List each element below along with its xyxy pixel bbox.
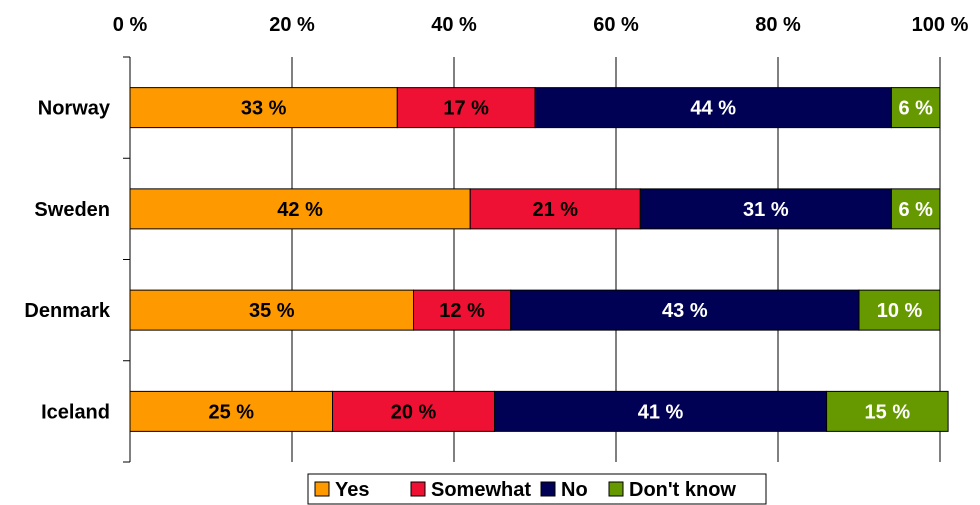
category-label-iceland: Iceland (41, 401, 110, 423)
category-label-norway: Norway (38, 98, 111, 120)
data-label: 25 % (208, 401, 254, 423)
bar-norway-don-t-know (890, 87, 941, 129)
bar-norway-no (534, 87, 892, 129)
legend-box (307, 473, 767, 505)
data-label: 43 % (662, 300, 708, 322)
legend-label: Somewhat (431, 479, 531, 501)
bar-sweden-somewhat (469, 188, 641, 230)
labels: Norway 33 % 17 % 44 % 6 % Sweden 42 % 21 % 31 % 6… (24, 98, 933, 424)
bar-iceland-don-t-know (826, 390, 949, 432)
x-tick-label: 80 % (755, 14, 801, 36)
category-label-sweden: Sweden (34, 199, 110, 221)
x-tick-label: 60 % (593, 14, 639, 36)
data-label: 17 % (443, 98, 489, 120)
data-label: 33 % (241, 98, 287, 120)
bar-denmark-don-t-know (858, 289, 941, 331)
axes: 0 % 20 % 40 % 60 % 80 % 100 % (113, 14, 969, 463)
data-label: 20 % (391, 401, 437, 423)
bar-denmark-yes (129, 289, 414, 331)
category-label-denmark: Denmark (24, 300, 110, 322)
legend-label: Yes (335, 479, 369, 501)
data-label: 6 % (898, 98, 933, 120)
legend-swatch-no (540, 481, 556, 497)
bar-sweden-don-t-know (890, 188, 941, 230)
legend: Yes Somewhat No Don't know (307, 473, 767, 505)
data-label: 15 % (865, 401, 911, 423)
data-label: 35 % (249, 300, 295, 322)
data-label: 12 % (439, 300, 485, 322)
x-tick-label: 100 % (912, 14, 969, 36)
x-tick-label: 20 % (269, 14, 315, 36)
bar-denmark-no (510, 289, 860, 331)
x-tick-label: 0 % (113, 14, 148, 36)
data-label: 6 % (898, 199, 933, 221)
data-label: 41 % (638, 401, 684, 423)
bars (129, 87, 949, 432)
data-label: 31 % (743, 199, 789, 221)
data-label: 44 % (690, 98, 736, 120)
data-label: 21 % (532, 199, 578, 221)
bar-iceland-no (494, 390, 828, 432)
legend-label: Don't know (629, 479, 736, 501)
legend-swatch-somewhat (410, 481, 426, 497)
legend-swatch-don-t-know (608, 481, 624, 497)
x-tick-label: 40 % (431, 14, 477, 36)
bar-norway-somewhat (396, 87, 536, 129)
data-label: 10 % (877, 300, 923, 322)
bar-norway-yes (129, 87, 398, 129)
legend-swatch-yes (314, 481, 330, 497)
bar-sweden-no (639, 188, 892, 230)
bar-sweden-yes (129, 188, 471, 230)
legend-label: No (561, 479, 588, 501)
data-label: 42 % (277, 199, 323, 221)
